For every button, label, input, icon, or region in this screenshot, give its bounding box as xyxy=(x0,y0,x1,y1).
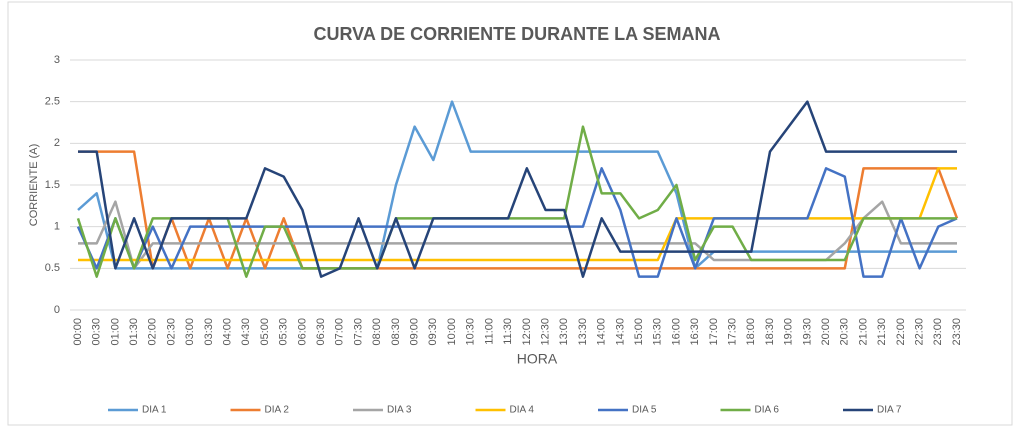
x-tick-label: 09:00 xyxy=(409,318,421,346)
y-tick-label: 2 xyxy=(54,137,60,149)
x-tick-label: 05:30 xyxy=(278,318,290,346)
x-tick-label: 17:30 xyxy=(726,318,738,346)
legend-label: DIA 1 xyxy=(142,405,167,416)
x-tick-label: 20:00 xyxy=(820,318,832,346)
x-tick-label: 13:00 xyxy=(558,318,570,346)
x-tick-label: 22:30 xyxy=(914,318,926,346)
legend-label: DIA 7 xyxy=(877,405,902,416)
x-tick-label: 19:30 xyxy=(801,318,813,346)
x-tick-label: 02:00 xyxy=(147,318,159,346)
x-tick-label: 08:30 xyxy=(390,318,402,346)
y-tick-label: 0.5 xyxy=(45,262,60,274)
x-tick-label: 10:30 xyxy=(465,318,477,346)
x-tick-label: 02:30 xyxy=(165,318,177,346)
series-line xyxy=(77,100,957,270)
x-tick-label: 17:00 xyxy=(708,318,720,346)
x-tick-label: 21:00 xyxy=(857,318,869,346)
x-tick-label: 04:00 xyxy=(222,318,234,346)
series-line xyxy=(78,167,957,262)
x-tick-label: 12:00 xyxy=(521,318,533,346)
y-tick-label: 1 xyxy=(54,221,60,233)
x-tick-label: 21:30 xyxy=(876,318,888,346)
x-tick-label: 00:00 xyxy=(72,318,84,346)
x-tick-label: 11:00 xyxy=(483,318,495,345)
x-tick-label: 03:30 xyxy=(203,318,215,346)
x-tick-label: 12:30 xyxy=(539,318,551,346)
series-line xyxy=(78,100,957,278)
legend-label: DIA 3 xyxy=(387,405,412,416)
x-tick-label: 06:00 xyxy=(296,318,308,346)
x-axis-label: HORA xyxy=(517,351,558,367)
legend-label: DIA 2 xyxy=(265,405,290,416)
x-tick-label: 22:00 xyxy=(895,318,907,346)
x-tick-label: 04:30 xyxy=(240,318,252,346)
x-tick-label: 15:30 xyxy=(652,318,664,346)
x-tick-label: 14:30 xyxy=(614,318,626,346)
x-tick-label: 07:30 xyxy=(352,318,364,346)
x-tick-label: 13:30 xyxy=(577,318,589,346)
x-tick-label: 08:00 xyxy=(371,318,383,346)
x-tick-label: 07:00 xyxy=(334,318,346,346)
x-tick-label: 01:30 xyxy=(128,318,140,346)
x-tick-label: 03:00 xyxy=(184,318,196,346)
x-tick-label: 18:30 xyxy=(764,318,776,346)
x-tick-label: 18:00 xyxy=(745,318,757,346)
x-tick-label: 15:00 xyxy=(633,318,645,346)
x-tick-label: 16:30 xyxy=(689,318,701,346)
x-tick-label: 16:00 xyxy=(670,318,682,346)
x-tick-label: 14:00 xyxy=(596,318,608,346)
x-tick-label: 11:30 xyxy=(502,318,514,345)
x-tick-label: 00:30 xyxy=(91,318,103,346)
x-tick-label: 19:00 xyxy=(783,318,795,346)
x-tick-label: 01:00 xyxy=(109,318,121,346)
legend-label: DIA 6 xyxy=(755,405,780,416)
y-tick-label: 1.5 xyxy=(45,179,60,191)
x-tick-label: 23:00 xyxy=(932,318,944,346)
x-tick-label: 05:00 xyxy=(259,318,271,346)
legend-label: DIA 4 xyxy=(510,405,535,416)
series-line xyxy=(76,167,958,278)
y-tick-label: 3 xyxy=(54,54,60,66)
chart-title: CURVA DE CORRIENTE DURANTE LA SEMANA xyxy=(313,24,720,44)
y-tick-label: 0 xyxy=(54,304,60,316)
y-tick-label: 2.5 xyxy=(45,96,60,108)
x-tick-label: 23:30 xyxy=(951,318,963,346)
x-tick-label: 10:00 xyxy=(446,318,458,346)
x-tick-label: 20:30 xyxy=(839,318,851,346)
legend-label: DIA 5 xyxy=(632,405,657,416)
x-tick-label: 09:30 xyxy=(427,318,439,346)
x-tick-label: 06:30 xyxy=(315,318,327,346)
y-axis-label: CORRIENTE (A) xyxy=(28,144,40,227)
